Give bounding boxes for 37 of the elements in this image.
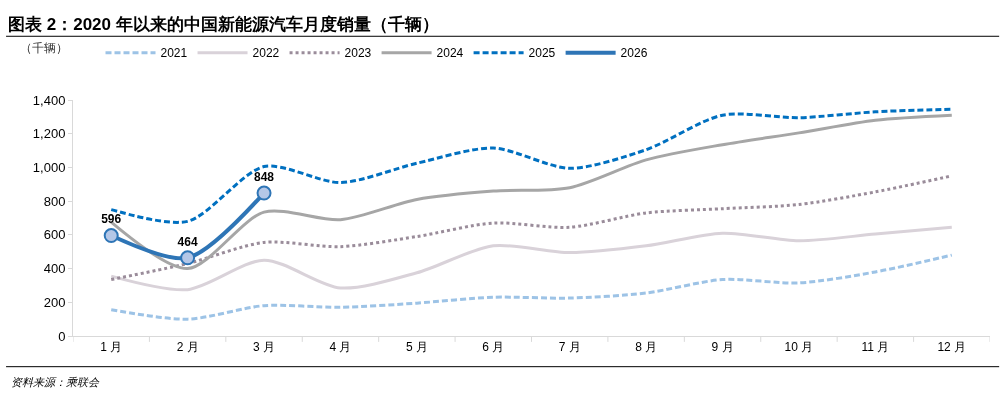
legend-label: 2021 <box>160 46 188 61</box>
x-tick-label: 3 月 <box>253 340 276 355</box>
y-tick-label: 200 <box>43 294 66 310</box>
legend-label: 2026 <box>620 46 648 61</box>
x-tick-label: 5 月 <box>405 340 428 355</box>
legend-label: 2022 <box>252 46 280 61</box>
y-tick-label: 800 <box>43 193 66 209</box>
y-tick-label: 400 <box>43 261 66 277</box>
y-tick-label: 1,000 <box>32 159 66 175</box>
legend-label: 2024 <box>436 46 464 61</box>
data-label: 848 <box>254 169 275 184</box>
x-tick-label: 8 月 <box>635 340 658 355</box>
legend-label: 2025 <box>528 46 556 61</box>
line-series <box>109 253 954 321</box>
y-tick-label: 1,200 <box>32 126 66 142</box>
x-tick-label: 2 月 <box>176 340 199 355</box>
point <box>180 250 196 266</box>
legend-label: 2023 <box>344 46 372 61</box>
x-tick-label: 7 月 <box>558 340 581 355</box>
point <box>256 185 272 201</box>
x-tick-label: 10 月 <box>784 340 814 355</box>
data-label: 596 <box>101 212 122 227</box>
y-tick-label: 1,400 <box>32 92 66 108</box>
x-tick-label: 11 月 <box>861 340 890 355</box>
x-tick-label: 9 月 <box>711 340 734 355</box>
y-axis-title: （千辆） <box>20 41 68 55</box>
x-tick-label: 12 月 <box>937 340 967 355</box>
text: 资料来源：乘联会 <box>11 376 100 388</box>
x-tick-label: 4 月 <box>329 340 352 355</box>
y-tick-label: 0 <box>58 328 66 344</box>
x-tick-label: 1 月 <box>100 340 123 355</box>
line-series <box>109 225 954 292</box>
data-label: 464 <box>177 234 198 249</box>
chart-title: 图表 2：2020 年以来的中国新能源汽车月度销量（千辆） <box>8 14 439 34</box>
y-tick-label: 600 <box>43 227 66 243</box>
point <box>103 228 119 244</box>
x-tick-label: 6 月 <box>482 340 505 355</box>
